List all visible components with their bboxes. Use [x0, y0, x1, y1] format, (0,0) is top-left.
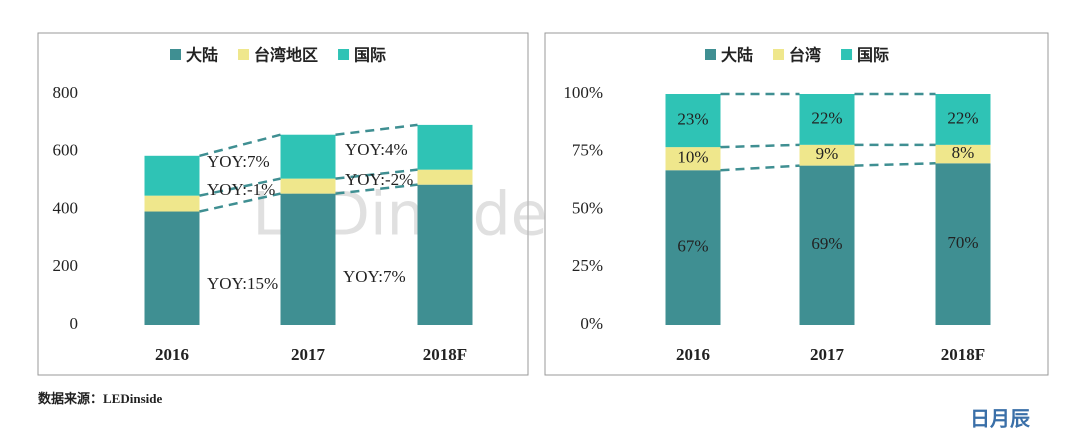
legend-swatch: [238, 49, 250, 60]
data-label: 67%: [677, 237, 708, 256]
source-note: 数据来源：LEDinside: [38, 391, 162, 406]
annotation: YOY:4%: [345, 140, 408, 159]
chart-frame: [544, 32, 1049, 376]
bar-segment: [417, 124, 473, 170]
legend-label: 台湾地区: [254, 46, 318, 65]
legend-label: 国际: [354, 46, 386, 65]
annotation: YOY:7%: [343, 267, 406, 286]
legend-swatch: [338, 49, 350, 60]
data-label: 10%: [677, 148, 708, 167]
data-label: 22%: [811, 108, 842, 127]
bar-segment: [280, 193, 336, 325]
legend-label: 台湾: [789, 46, 821, 65]
annotation: YOY:-2%: [345, 170, 413, 189]
bar-segment: [935, 94, 991, 145]
y-tick-label: 0: [70, 314, 79, 333]
legend-swatch: [705, 49, 716, 60]
trend-line: [854, 162, 936, 167]
bar-segment: [280, 178, 336, 194]
y-tick-label: 100%: [563, 83, 603, 102]
trend-line: [720, 164, 800, 172]
trend-line: [335, 123, 418, 136]
bar-segment: [144, 155, 200, 196]
bar-segment: [799, 165, 855, 325]
data-label: 23%: [677, 109, 708, 128]
data-label: 8%: [952, 143, 975, 162]
annotation: YOY:15%: [207, 274, 278, 293]
bar-segment: [665, 94, 721, 148]
x-tick-label: 2018F: [941, 345, 985, 364]
bar-segment: [935, 163, 991, 325]
logo: 日月辰: [970, 407, 1031, 431]
data-label: 9%: [816, 144, 839, 163]
x-tick-label: 2016: [155, 345, 189, 364]
bar-segment: [280, 134, 336, 179]
legend-label: 国际: [857, 46, 889, 65]
trend-line: [720, 143, 800, 149]
bar-segment: [417, 169, 473, 185]
x-tick-label: 2017: [291, 345, 326, 364]
bar-segment: [799, 144, 855, 166]
trend-line: [335, 183, 418, 195]
legend-label: 大陆: [186, 46, 218, 65]
data-label: 70%: [947, 233, 978, 252]
bar-segment: [665, 170, 721, 325]
y-tick-label: 75%: [572, 141, 603, 160]
x-tick-label: 2018F: [423, 345, 467, 364]
x-tick-label: 2016: [676, 345, 710, 364]
y-tick-label: 0%: [580, 314, 603, 333]
annotation: YOY:-1%: [207, 180, 275, 199]
y-tick-label: 800: [53, 83, 79, 102]
bar-segment: [665, 147, 721, 171]
y-tick-label: 50%: [572, 198, 603, 217]
chart-frame: [37, 32, 529, 376]
y-tick-label: 25%: [572, 256, 603, 275]
bar-segment: [144, 195, 200, 212]
legend-label: 大陆: [721, 46, 753, 65]
bar-segment: [935, 144, 991, 164]
annotation: YOY:7%: [207, 152, 270, 171]
data-label: 69%: [811, 234, 842, 253]
trend-line: [335, 168, 418, 180]
legend-swatch: [170, 49, 181, 60]
bar-segment: [799, 94, 855, 145]
data-label: 22%: [947, 108, 978, 127]
y-tick-label: 200: [53, 256, 79, 275]
x-tick-label: 2017: [810, 345, 845, 364]
legend-swatch: [773, 49, 785, 60]
bar-segment: [417, 184, 473, 325]
bar-segment: [144, 211, 200, 325]
y-tick-label: 400: [53, 198, 79, 217]
y-tick-label: 600: [53, 141, 79, 160]
trend-line: [199, 177, 281, 197]
legend-swatch: [841, 49, 853, 60]
